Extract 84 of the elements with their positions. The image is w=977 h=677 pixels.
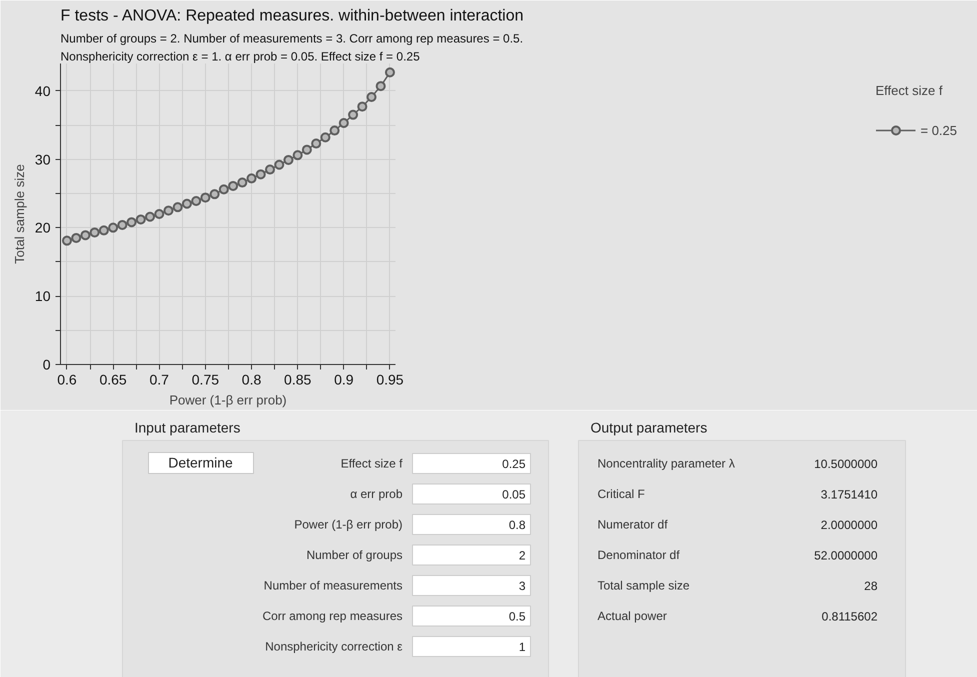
text: Determine <box>168 454 234 470</box>
legend-title: Effect size f <box>875 83 944 98</box>
point <box>218 184 229 194</box>
text: 52.0000000 <box>814 548 878 562</box>
point <box>237 178 248 188</box>
point <box>228 180 238 191</box>
text: 2 <box>518 548 526 562</box>
y-axis-title: Total sample size <box>12 164 27 264</box>
point <box>348 110 358 120</box>
text: 3.1751410 <box>820 488 878 502</box>
text: 0.8 <box>508 518 526 532</box>
point <box>126 217 137 228</box>
point <box>210 189 220 200</box>
point <box>145 212 156 222</box>
point <box>191 196 202 206</box>
point <box>357 102 368 112</box>
chart-subtitle: Number of groups = 2. Number of measurements = 3. Corr among rep measures = 0.5. Nonsphericity correction ε = 1. α err prob = 0.05. Effect size f = 0.25 <box>60 31 524 64</box>
point <box>320 132 330 142</box>
point <box>182 198 192 209</box>
x-tick-label: 0.75 <box>192 372 220 388</box>
text: 0.5 <box>508 610 526 624</box>
point <box>200 192 210 203</box>
point <box>330 126 340 136</box>
point <box>246 173 257 184</box>
text: Output parameters <box>590 420 708 436</box>
point <box>163 206 174 216</box>
x-tick-label: 0.85 <box>284 372 312 388</box>
point <box>311 138 322 149</box>
legend-label: = 0.25 <box>920 122 957 138</box>
point <box>62 236 72 246</box>
category-label: Corr among rep measures <box>262 609 403 623</box>
text: 3 <box>518 579 526 593</box>
x-tick-label: 0.9 <box>334 372 354 388</box>
point <box>108 222 118 233</box>
category-label: Critical F <box>598 487 645 501</box>
point <box>302 144 312 155</box>
category-label: Noncentrality parameter λ <box>598 456 735 470</box>
point <box>256 169 266 180</box>
category-label: Number of measurements <box>264 578 403 592</box>
point <box>154 209 164 219</box>
point <box>384 67 395 78</box>
text: Input parameters <box>134 420 240 436</box>
point <box>283 154 294 165</box>
point <box>136 214 146 224</box>
point <box>90 227 100 238</box>
category-label: Denominator df <box>598 548 680 562</box>
text: 0.25 <box>502 457 526 471</box>
point <box>117 220 128 230</box>
point <box>338 118 349 128</box>
text: 10.5000000 <box>814 457 878 471</box>
text: 0.8115602 <box>822 610 878 624</box>
category-label: α err prob <box>350 487 403 501</box>
category-label: Total sample size <box>598 578 690 592</box>
x-tick-label: 0.95 <box>376 372 404 388</box>
y-tick-label: 30 <box>34 151 51 168</box>
y-tick-label: 0 <box>42 356 51 372</box>
text: 0.05 <box>502 488 526 502</box>
point <box>292 150 303 160</box>
category-label: Actual power <box>598 609 667 623</box>
category-label: Numerator df <box>598 518 668 532</box>
chart-title: F tests - ANOVA: Repeated measures. within-between interaction <box>60 8 524 24</box>
point <box>274 160 284 170</box>
y-tick-label: 20 <box>34 220 51 236</box>
category-label: Effect size f <box>340 456 404 470</box>
x-tick-label: 0.8 <box>242 372 262 388</box>
text: 1 <box>518 640 526 654</box>
point <box>98 225 109 236</box>
text: 28 <box>864 579 878 593</box>
point <box>71 232 82 243</box>
category-label: Power (1-β err prob) <box>294 518 403 532</box>
category-label: Nonsphericity correction ε <box>265 640 404 654</box>
point <box>172 202 183 212</box>
y-tick-label: 40 <box>34 82 51 99</box>
y-tick-label: 10 <box>34 288 51 304</box>
point <box>366 92 377 102</box>
x-axis-title: Power (1-β err prob) <box>169 392 287 408</box>
x-tick-label: 0.6 <box>57 372 77 388</box>
point <box>264 164 275 175</box>
category-label: Number of groups <box>306 548 402 562</box>
x-tick-label: 0.7 <box>150 372 170 388</box>
x-tick-label: 0.65 <box>99 372 127 388</box>
text: 2.0000000 <box>820 518 878 532</box>
point <box>80 230 90 240</box>
point <box>376 81 386 92</box>
